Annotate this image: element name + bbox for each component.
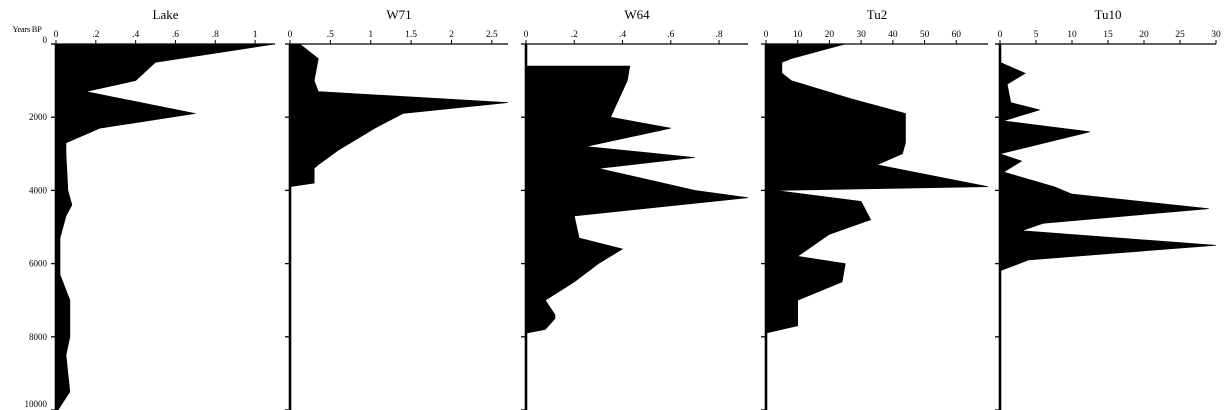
x-tick-label: 0 [998, 30, 1003, 40]
series-area [55, 43, 276, 410]
y-tick-label: 6000 [29, 259, 48, 269]
x-tick-label: .8 [715, 30, 722, 40]
x-tick-label: .6 [172, 30, 179, 40]
x-tick-label: 2.5 [486, 30, 498, 40]
x-tick-label: 5 [1034, 30, 1039, 40]
panel-title: Lake [153, 7, 179, 22]
panel-lake: 0 .2 .4 .6 .8 1 Lake [51, 7, 276, 410]
panel-title: W71 [386, 7, 411, 22]
panel-title: Tu2 [867, 7, 887, 22]
x-tick-label: .2 [92, 30, 99, 40]
y-axis-title: Years BP [12, 24, 42, 34]
panel-title: Tu10 [1095, 7, 1122, 22]
x-tick-label: 30 [1211, 30, 1221, 40]
panel-title: W64 [624, 7, 650, 22]
series-area [998, 44, 1217, 275]
x-tick-label: 10 [793, 30, 803, 40]
x-tick-label: 60 [952, 30, 962, 40]
series-area [525, 65, 749, 334]
panel-w64: 0 .2 .4 .6 .8 W64 [521, 7, 749, 410]
x-tick-label: 20 [1139, 30, 1149, 40]
x-tick-label: .4 [132, 30, 139, 40]
y-tick-label: 4000 [29, 185, 48, 195]
panel-w71: 0 .5 1 1.5 2 2.5 W71 [285, 7, 509, 410]
x-tick-label: 2 [449, 30, 454, 40]
x-tick-label: 0 [764, 30, 769, 40]
panel-tu10: 0 5 10 15 20 25 30 Tu10 [995, 7, 1221, 410]
y-tick-label: 8000 [29, 332, 48, 342]
x-tick-label: .5 [327, 30, 334, 40]
y-tick-label: 10000 [25, 399, 48, 409]
depth-axis: Years BP0 2000 4000 6000 8000 10000 [12, 24, 47, 409]
x-tick-label: .6 [667, 30, 674, 40]
x-tick-label: .2 [571, 30, 578, 40]
x-tick-label: 15 [1103, 30, 1113, 40]
x-tick-label: 20 [825, 30, 835, 40]
x-tick-label: 50 [920, 30, 930, 40]
x-tick-label: .4 [619, 30, 626, 40]
y-tick-label: 2000 [29, 112, 48, 122]
y-tick-label: 0 [43, 35, 48, 45]
x-tick-label: 1.5 [405, 30, 417, 40]
panels: 0 .2 .4 .6 .8 1 Lake 0 .5 1 1.5 2 2.5 W71 0 .2 .4 .6 .8 W64… [51, 7, 1221, 410]
panel-tu2: 0 10 20 30 40 50 60 Tu2 [761, 7, 989, 410]
x-tick-label: 0 [288, 30, 293, 40]
x-tick-label: 1 [368, 30, 373, 40]
x-tick-label: .8 [212, 30, 219, 40]
x-tick-label: 1 [253, 30, 258, 40]
series-area [289, 43, 509, 188]
x-tick-label: 10 [1067, 30, 1077, 40]
x-tick-label: 25 [1175, 30, 1185, 40]
x-tick-label: 0 [524, 30, 529, 40]
x-tick-label: 30 [856, 30, 866, 40]
series-area [765, 43, 989, 337]
x-tick-label: 40 [888, 30, 898, 40]
x-tick-label: 0 [54, 30, 59, 40]
